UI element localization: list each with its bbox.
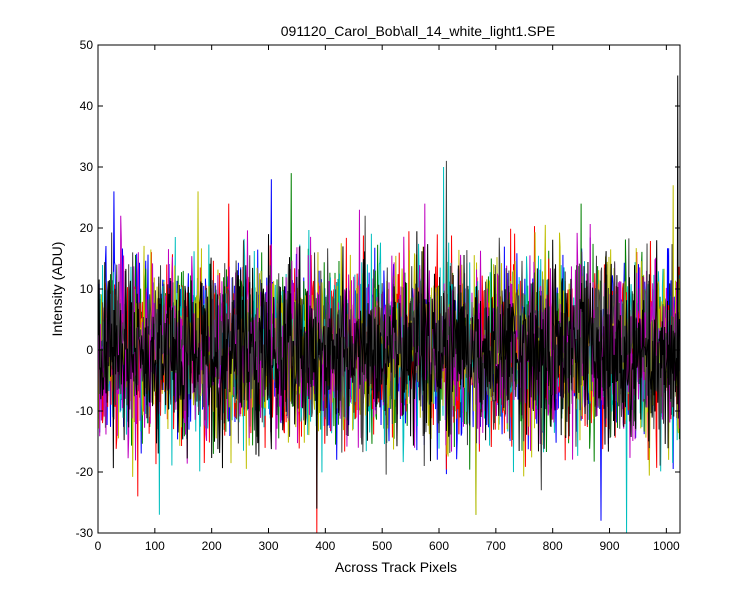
y-tick-label: 0 bbox=[86, 343, 93, 357]
chart-title: 091120_Carol_Bob\all_14_white_light1.SPE bbox=[281, 23, 556, 39]
x-tick-label: 200 bbox=[202, 539, 222, 553]
x-tick-label: 600 bbox=[429, 539, 449, 553]
x-axis-label: Across Track Pixels bbox=[335, 559, 457, 575]
y-tick-label: -30 bbox=[76, 526, 94, 540]
x-tick-label: 300 bbox=[258, 539, 278, 553]
y-tick-label: 40 bbox=[80, 99, 94, 113]
x-tick-label: 900 bbox=[600, 539, 620, 553]
tick-layer: 0 100 200 300 400 500 600 700 800 900 1000-30-20-1… bbox=[76, 38, 680, 553]
x-tick-label: 100 bbox=[145, 539, 165, 553]
x-tick-label: 700 bbox=[486, 539, 506, 553]
y-axis-label: Intensity (ADU) bbox=[49, 242, 65, 337]
x-tick-label: 0 bbox=[95, 539, 102, 553]
y-tick-label: 20 bbox=[80, 221, 94, 235]
y-tick-label: 30 bbox=[80, 160, 94, 174]
x-tick-label: 1000 bbox=[653, 539, 680, 553]
y-tick-label: -10 bbox=[76, 404, 94, 418]
series-line-8 bbox=[97, 75, 680, 509]
series-layer bbox=[97, 75, 680, 534]
x-tick-label: 400 bbox=[315, 539, 335, 553]
x-tick-label: 800 bbox=[543, 539, 563, 553]
x-tick-label: 500 bbox=[372, 539, 392, 553]
series-line-7 bbox=[97, 160, 680, 491]
y-tick-label: 10 bbox=[80, 282, 94, 296]
y-tick-label: -20 bbox=[76, 465, 94, 479]
y-tick-label: 50 bbox=[80, 38, 94, 52]
